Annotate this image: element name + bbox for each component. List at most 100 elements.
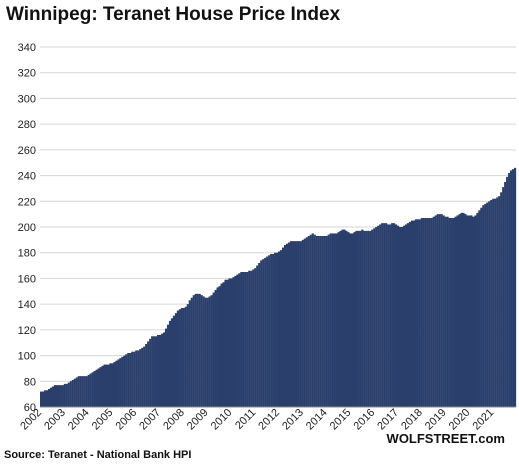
x-tick-label: 2007: [137, 407, 163, 433]
bar-2007-01: [159, 335, 162, 407]
bar-2016-10: [391, 223, 394, 407]
bar-2006-07: [147, 341, 150, 407]
bar-2009-12: [228, 278, 231, 407]
bar-2007-03: [162, 332, 166, 407]
bar-2011-02: [256, 265, 259, 407]
bar-2002-01: [40, 391, 43, 407]
bar-2004-01: [87, 374, 90, 407]
bar-2010-11: [250, 270, 253, 407]
bar-2002-04: [45, 390, 49, 407]
bar-2015-11: [369, 230, 372, 407]
bar-2014-04: [331, 233, 334, 407]
x-tick-label: 2021: [471, 407, 497, 433]
bar-2021-08: [506, 176, 509, 407]
y-tick-label: 140: [18, 299, 36, 311]
bar-2016-06: [383, 223, 386, 407]
x-tick-label: 2006: [114, 407, 140, 433]
bar-2019-12: [466, 215, 469, 407]
bar-2018-03: [424, 218, 427, 407]
bar-2002-10: [57, 385, 60, 407]
bar-2009-05: [214, 290, 217, 407]
y-tick-label: 220: [18, 196, 36, 208]
bar-2011-07: [266, 256, 269, 407]
bar-2011-12: [276, 252, 279, 407]
bar-2005-04: [117, 359, 120, 407]
bar-2002-06: [49, 387, 53, 407]
bar-2019-06: [454, 216, 457, 407]
bar-2006-05: [143, 346, 146, 407]
bar-2017-07: [408, 221, 412, 407]
bar-2004-09: [103, 364, 106, 407]
bar-2021-06: [502, 187, 505, 407]
bar-2021-04: [498, 196, 501, 407]
bar-2013-07: [313, 234, 316, 407]
bar-2004-12: [109, 363, 112, 407]
bar-2015-09: [365, 230, 368, 407]
bar-2009-04: [212, 292, 215, 407]
x-tick-label: 2003: [42, 407, 68, 433]
bar-2021-12: [514, 167, 517, 407]
bar-2015-06: [359, 230, 362, 407]
bar-2004-07: [99, 367, 102, 407]
bar-2016-03: [377, 225, 380, 407]
bar-2007-02: [160, 333, 164, 407]
bar-2018-11: [440, 214, 443, 407]
bar-2020-05: [476, 212, 479, 407]
bar-2011-01: [254, 268, 257, 407]
bar-2006-10: [153, 336, 156, 407]
bar-2013-08: [315, 236, 318, 407]
bar-2020-02: [470, 215, 473, 407]
bar-2012-05: [285, 243, 289, 407]
x-tick-label: 2010: [209, 407, 235, 433]
bar-2012-11: [297, 241, 300, 407]
bar-2011-11: [274, 252, 277, 407]
bar-2020-03: [472, 216, 475, 407]
bar-2010-07: [242, 272, 245, 407]
bar-2019-02: [446, 216, 449, 407]
bar-2008-09: [198, 293, 201, 407]
bar-2007-04: [164, 328, 168, 407]
bar-2006-01: [135, 350, 138, 407]
bar-2020-08: [482, 205, 485, 407]
bar-2015-10: [367, 230, 370, 407]
bar-2021-07: [504, 182, 507, 407]
bar-2010-12: [252, 269, 255, 407]
bar-2014-10: [343, 229, 346, 407]
bar-2017-06: [406, 223, 410, 407]
bar-2021-03: [496, 197, 499, 407]
bar-2010-03: [234, 275, 237, 407]
bar-2021-10: [510, 170, 513, 407]
bar-2005-08: [125, 354, 128, 407]
bar-2017-02: [398, 227, 402, 407]
bar-2008-11: [202, 296, 205, 407]
bar-2020-04: [474, 215, 477, 407]
bar-2002-05: [47, 389, 51, 407]
bar-2019-10: [462, 212, 465, 407]
bar-2012-08: [291, 241, 295, 407]
bar-2009-08: [220, 283, 223, 407]
bar-2014-02: [327, 234, 330, 407]
bar-2013-09: [317, 236, 320, 407]
y-tick-label: 280: [18, 119, 36, 131]
bar-2020-12: [490, 200, 493, 407]
bar-2010-04: [236, 274, 239, 407]
bar-2008-07: [194, 293, 197, 407]
bar-2003-05: [71, 380, 74, 407]
bar-2019-05: [452, 218, 455, 407]
bar-2010-10: [248, 270, 251, 407]
bar-2010-08: [244, 272, 247, 407]
bar-2007-09: [174, 313, 177, 407]
bar-2014-12: [347, 232, 350, 407]
bar-2003-06: [73, 378, 76, 407]
bar-2013-03: [305, 237, 308, 407]
bar-2009-02: [208, 296, 211, 407]
bar-2003-01: [63, 383, 66, 407]
bar-2007-08: [172, 315, 176, 407]
bar-2011-06: [264, 257, 267, 407]
bar-2002-08: [53, 385, 57, 407]
bar-2008-08: [196, 293, 199, 407]
y-tick-label: 320: [18, 68, 36, 80]
y-tick-label: 180: [18, 248, 36, 260]
bar-2021-01: [492, 198, 495, 407]
